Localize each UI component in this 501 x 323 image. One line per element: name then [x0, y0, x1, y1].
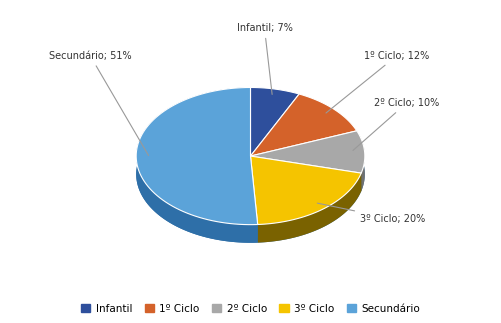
Text: 2º Ciclo; 10%: 2º Ciclo; 10%: [353, 98, 439, 151]
Polygon shape: [136, 88, 258, 243]
Legend: Infantil, 1º Ciclo, 2º Ciclo, 3º Ciclo, Secundário: Infantil, 1º Ciclo, 2º Ciclo, 3º Ciclo, …: [77, 299, 424, 318]
Text: 3º Ciclo; 20%: 3º Ciclo; 20%: [317, 203, 425, 224]
Polygon shape: [258, 173, 361, 243]
Polygon shape: [250, 88, 299, 156]
Text: Infantil; 7%: Infantil; 7%: [236, 23, 293, 94]
Polygon shape: [250, 156, 258, 243]
Polygon shape: [136, 88, 258, 224]
Polygon shape: [250, 156, 258, 243]
Polygon shape: [250, 156, 361, 224]
Polygon shape: [250, 131, 365, 173]
Polygon shape: [357, 131, 365, 191]
Text: 1º Ciclo; 12%: 1º Ciclo; 12%: [326, 51, 429, 113]
Polygon shape: [250, 156, 361, 191]
Polygon shape: [250, 156, 361, 191]
Polygon shape: [250, 94, 357, 156]
Polygon shape: [136, 106, 365, 243]
Text: Secundário; 51%: Secundário; 51%: [49, 51, 149, 156]
